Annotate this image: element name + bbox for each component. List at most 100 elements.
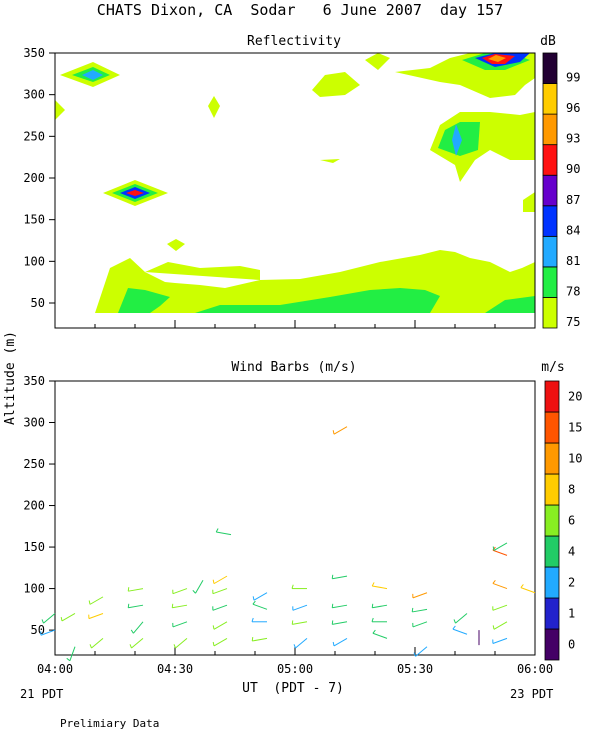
x-left-sublabel: 21 PDT bbox=[20, 687, 63, 701]
wind-barb bbox=[252, 592, 268, 601]
wind-barb-flag bbox=[372, 629, 376, 634]
wind-barb-flag bbox=[371, 617, 374, 622]
wind-barb-staff bbox=[253, 592, 268, 601]
reflectivity-colorbar-swatch bbox=[542, 266, 558, 298]
wind-colorbar-swatch bbox=[544, 411, 560, 444]
wind-barb-staff bbox=[333, 426, 348, 435]
wind-barb bbox=[130, 621, 144, 634]
wind-barb-staff bbox=[333, 637, 348, 647]
y-axis-label: Altitude (m) bbox=[3, 331, 18, 425]
wind-barb-staff bbox=[69, 646, 76, 661]
wind-barbs-title: Wind Barbs (m/s) bbox=[231, 360, 356, 375]
reflectivity-title: Reflectivity bbox=[247, 34, 341, 49]
wind-barb bbox=[212, 588, 228, 595]
reflectivity-colorbar-swatch bbox=[542, 144, 558, 176]
wind-barb-flag bbox=[130, 629, 134, 634]
wind-barb bbox=[173, 638, 188, 649]
wind-colorbar-label: 10 bbox=[568, 452, 582, 466]
wind-y-tick-label: 150 bbox=[23, 540, 45, 554]
wind-barb-staff bbox=[172, 588, 188, 595]
reflectivity-colorbar-label: 96 bbox=[566, 101, 580, 115]
wind-barb-staff bbox=[455, 613, 468, 624]
wind-barb-staff bbox=[61, 613, 76, 622]
wind-barb-flag bbox=[89, 644, 92, 649]
wind-barb-staff bbox=[295, 638, 308, 649]
wind-colorbar-swatch bbox=[544, 628, 560, 661]
wind-barb-staff bbox=[332, 621, 348, 625]
wind-barb-flag bbox=[291, 584, 294, 589]
wind-colorbar-label: 6 bbox=[568, 514, 575, 528]
wind-barb-staff bbox=[520, 587, 536, 594]
wind-barb-staff bbox=[40, 629, 56, 636]
wind-barb bbox=[371, 603, 388, 609]
wind-colorbar-swatch bbox=[544, 504, 560, 537]
wind-barb bbox=[332, 426, 348, 435]
wind-barb bbox=[127, 603, 144, 609]
wind-barb bbox=[331, 620, 348, 625]
wind-barb-flag bbox=[371, 582, 375, 587]
wind-barb bbox=[492, 621, 508, 630]
wind-barb-staff bbox=[492, 549, 508, 556]
wind-colorbar-swatch bbox=[544, 380, 560, 413]
wind-barb-staff bbox=[195, 580, 204, 594]
reflectivity-colorbar-label: 99 bbox=[566, 71, 580, 85]
wind-barb-flag bbox=[173, 644, 176, 649]
wind-barb bbox=[40, 629, 56, 636]
wind-barb-staff bbox=[492, 604, 508, 611]
wind-barb bbox=[372, 629, 388, 639]
wind-barb bbox=[413, 646, 428, 657]
x-tick-label: 05:30 bbox=[397, 662, 433, 676]
wind-colorbar-label: 20 bbox=[568, 390, 582, 404]
reflectivity-y-tick-label: 50 bbox=[31, 296, 45, 310]
reflectivity-y-tick-label: 300 bbox=[23, 88, 45, 102]
wind-barb-flag bbox=[215, 528, 219, 533]
wind-colorbar-label: 4 bbox=[568, 545, 575, 559]
reflectivity-colorbar-swatch bbox=[542, 113, 558, 146]
wind-barb-flag bbox=[212, 641, 215, 646]
wind-x-ticks bbox=[54, 647, 536, 655]
wind-barb bbox=[452, 625, 468, 635]
wind-barb-flag bbox=[88, 600, 91, 605]
wind-barb-staff bbox=[372, 585, 388, 590]
wind-barb bbox=[453, 613, 468, 624]
footer-note: Prelimiary Data bbox=[60, 717, 159, 730]
wind-barbs bbox=[40, 426, 536, 662]
wind-y-tick-label: 200 bbox=[23, 499, 45, 513]
wind-colorbar-swatch bbox=[544, 473, 560, 506]
reflectivity-panel: Reflectivity bbox=[23, 34, 580, 329]
wind-y-tick-label: 100 bbox=[23, 582, 45, 596]
wind-barb-staff bbox=[332, 604, 348, 609]
wind-colorbar-label: 1 bbox=[568, 607, 575, 621]
wind-barb bbox=[293, 638, 308, 649]
wind-barb-staff bbox=[412, 621, 428, 628]
wind-barb-staff bbox=[332, 575, 348, 580]
wind-barb bbox=[331, 574, 348, 580]
wind-barb-staff bbox=[91, 638, 104, 649]
wind-barb bbox=[492, 604, 508, 611]
wind-barb-flag bbox=[66, 657, 71, 662]
wind-barb bbox=[251, 617, 267, 623]
wind-barb bbox=[172, 621, 188, 628]
wind-barb-flag bbox=[171, 603, 174, 608]
reflectivity-colorbar-label: 93 bbox=[566, 132, 580, 146]
reflectivity-x-ticks bbox=[54, 320, 536, 328]
wind-colorbar-label: 0 bbox=[568, 638, 575, 652]
wind-barb-flag bbox=[252, 596, 255, 601]
wind-colorbar-swatch bbox=[544, 597, 560, 630]
wind-barb bbox=[291, 620, 308, 625]
wind-barb-flag bbox=[411, 607, 414, 613]
wind-barb-flag bbox=[332, 430, 335, 435]
wind-barb bbox=[212, 637, 228, 647]
reflectivity-colorbar-swatch bbox=[542, 235, 558, 268]
reflectivity-region-75-small-6 bbox=[320, 159, 340, 163]
wind-y-tick-label: 350 bbox=[23, 374, 45, 388]
wind-barb-staff bbox=[412, 608, 428, 613]
wind-barb-flag bbox=[192, 589, 196, 594]
wind-barb-staff bbox=[493, 621, 508, 630]
wind-barb-staff bbox=[213, 621, 228, 630]
wind-barb-staff bbox=[292, 604, 308, 611]
wind-barb bbox=[129, 638, 144, 649]
reflectivity-y-tick-label: 200 bbox=[23, 171, 45, 185]
wind-barb bbox=[371, 582, 388, 590]
